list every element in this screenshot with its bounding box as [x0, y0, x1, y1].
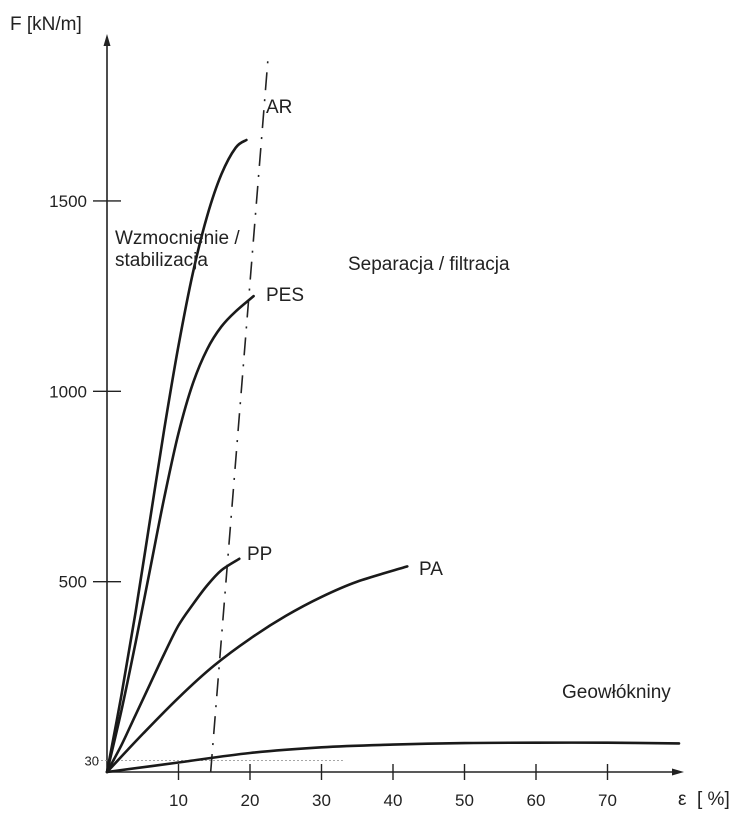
y-marker-label: 30 — [85, 754, 99, 769]
series-curve-pp — [105, 557, 241, 774]
y-tick-label-500: 500 — [59, 573, 87, 592]
x-tick-label-10: 10 — [169, 791, 188, 810]
y-axis-arrow — [103, 34, 111, 46]
boundary-dashdot-line — [209, 60, 269, 773]
region-label-separation: Separacja / filtracja — [348, 254, 510, 275]
x-axis-arrow — [672, 768, 684, 776]
x-tick-label-50: 50 — [455, 791, 474, 810]
x-axis-title: [ %] — [697, 789, 730, 810]
series-label-pa: PA — [419, 559, 443, 580]
x-tick-label-40: 40 — [384, 791, 403, 810]
y-axis-title: F [kN/m] — [10, 14, 82, 35]
x-tick-label-60: 60 — [527, 791, 546, 810]
x-tick-label-30: 30 — [312, 791, 331, 810]
series-label-pp: PP — [247, 544, 272, 565]
series-label-geowlokniny: Geowłókniny — [562, 682, 671, 703]
series-curve-ar — [105, 138, 248, 774]
series-label-ar: AR — [266, 97, 292, 118]
region-label-reinforcement-line1: Wzmocnienie / — [115, 228, 240, 249]
series-curve-geow-kniny — [105, 741, 681, 774]
region-label-reinforcement-line2: stabilizacja — [115, 250, 208, 271]
x-ticks: 10 20 30 40 50 60 70 — [169, 764, 617, 810]
series-label-pes: PES — [266, 285, 304, 306]
x-tick-label-20: 20 — [241, 791, 260, 810]
series-curve-pes — [105, 294, 255, 774]
x-axis-symbol: ε — [678, 789, 687, 810]
y-ticks: 500 1000 1500 — [49, 192, 121, 592]
x-tick-label-70: 70 — [598, 791, 617, 810]
y-tick-label-1500: 1500 — [49, 192, 87, 211]
y-tick-label-1000: 1000 — [49, 382, 87, 401]
series-curves — [105, 138, 681, 774]
series-curve-pa — [105, 565, 409, 774]
